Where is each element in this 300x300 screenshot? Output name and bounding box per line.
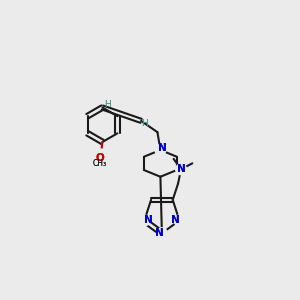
Text: N: N bbox=[158, 142, 166, 153]
Text: CH₃: CH₃ bbox=[92, 159, 106, 168]
Text: N: N bbox=[172, 215, 180, 226]
Text: N: N bbox=[158, 142, 166, 153]
Circle shape bbox=[157, 228, 167, 238]
Text: N: N bbox=[155, 228, 164, 238]
Text: CH₃: CH₃ bbox=[92, 159, 106, 168]
Text: O: O bbox=[95, 153, 104, 163]
Circle shape bbox=[155, 145, 166, 155]
Text: N: N bbox=[177, 164, 185, 174]
Text: N: N bbox=[172, 215, 180, 226]
Circle shape bbox=[174, 215, 185, 226]
Circle shape bbox=[96, 149, 106, 160]
Circle shape bbox=[139, 215, 150, 226]
Text: N: N bbox=[144, 215, 152, 226]
Text: H: H bbox=[104, 100, 111, 109]
Text: N: N bbox=[177, 164, 185, 174]
Circle shape bbox=[176, 164, 186, 175]
Text: N: N bbox=[144, 215, 152, 226]
Text: O: O bbox=[95, 153, 104, 163]
Text: H: H bbox=[104, 100, 111, 109]
Text: H: H bbox=[141, 119, 148, 128]
Text: N: N bbox=[155, 228, 164, 238]
Text: H: H bbox=[141, 119, 148, 128]
